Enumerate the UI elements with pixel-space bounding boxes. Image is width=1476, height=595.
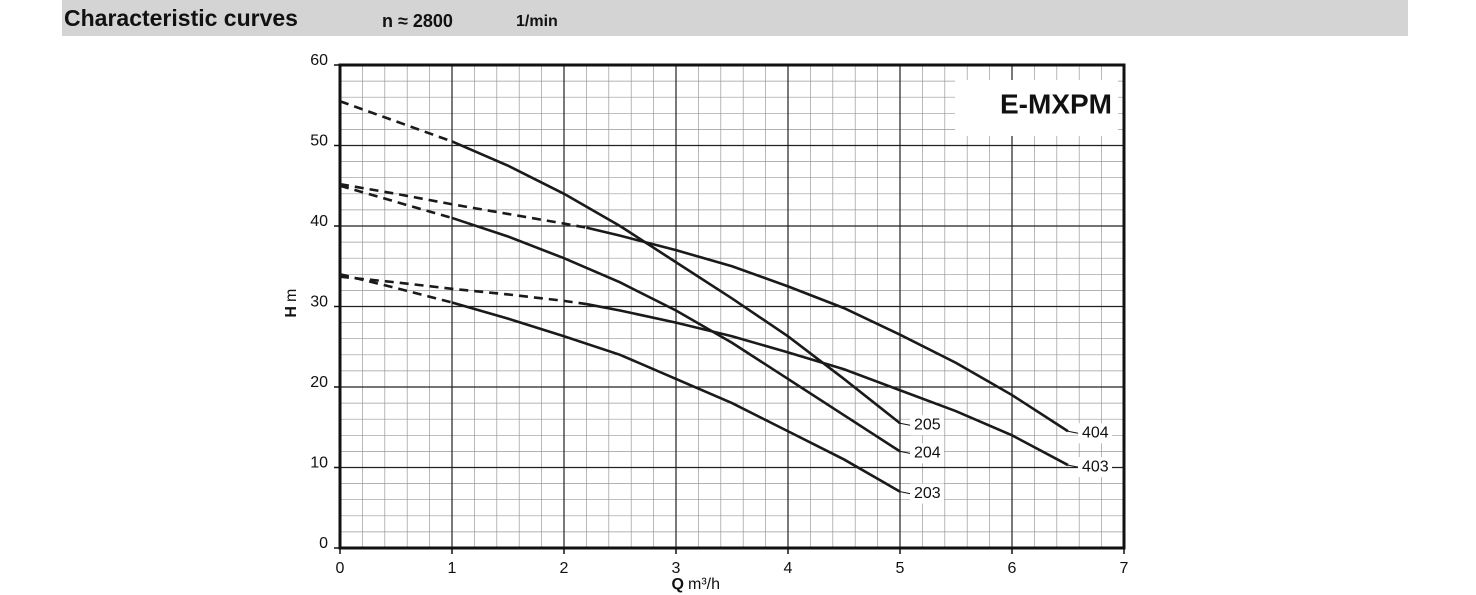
- series-label: 204: [914, 445, 941, 462]
- series-label: 205: [914, 416, 941, 433]
- y-tick-label: 30: [310, 294, 328, 311]
- series-label-leader: [899, 422, 911, 426]
- x-tick-label: 5: [896, 560, 905, 577]
- curve-dashed: [339, 184, 453, 220]
- series-label-leader: [899, 491, 911, 495]
- y-tick-label: 60: [310, 52, 328, 69]
- speed-unit: 1/min: [516, 13, 558, 30]
- x-tick-label: 2: [560, 560, 569, 577]
- y-tick-label: 40: [310, 213, 328, 230]
- curve-dashed: [339, 275, 587, 306]
- x-tick-label: 4: [784, 560, 793, 577]
- series-label-leader: [1067, 464, 1079, 468]
- y-tick-label: 0: [319, 535, 328, 552]
- inset-label: E-MXPM: [1000, 88, 1112, 119]
- series-label-bg: [1078, 457, 1112, 478]
- series-label-bg: [910, 443, 944, 464]
- x-label-symbol: Q: [672, 576, 684, 593]
- series-label-bg: [910, 415, 944, 436]
- y-tick-label: 10: [310, 455, 328, 472]
- curve: [586, 226, 1069, 433]
- series-label: 203: [914, 485, 941, 502]
- series-label-leader: [899, 450, 911, 454]
- speed: n ≈ 2800: [382, 11, 453, 31]
- series-label-leader: [1067, 430, 1079, 434]
- y-tick-label: 50: [310, 133, 328, 150]
- series-label-bg: [1078, 423, 1112, 444]
- series-label: 404: [1082, 424, 1109, 441]
- curve: [451, 216, 901, 453]
- x-tick-label: 3: [672, 560, 681, 577]
- x-tick-label: 1: [448, 560, 457, 577]
- x-tick-label: 6: [1008, 560, 1017, 577]
- x-tick-label: 7: [1120, 560, 1129, 577]
- curve: [586, 302, 1069, 467]
- x-label-unit: m³/h: [688, 576, 720, 593]
- y-label-unit: m: [283, 289, 300, 302]
- curve: [451, 301, 901, 493]
- series-label-bg: [910, 483, 944, 504]
- plot-frame: [338, 63, 1126, 550]
- series-label: 403: [1082, 458, 1109, 475]
- inset-box: [955, 80, 1118, 136]
- title-bar: [62, 0, 1408, 36]
- chart-title: Characteristic curves: [64, 5, 298, 31]
- curve-dashed: [339, 100, 453, 143]
- x-tick-label: 0: [336, 560, 345, 577]
- y-label-symbol: H: [283, 306, 300, 318]
- y-tick-label: 20: [310, 374, 328, 391]
- curve-dashed: [339, 182, 587, 229]
